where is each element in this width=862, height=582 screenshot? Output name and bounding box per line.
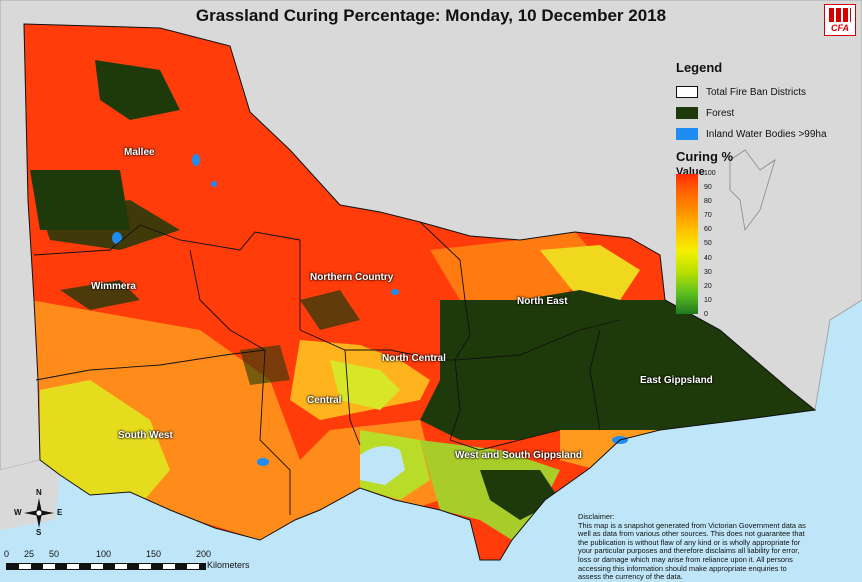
ramp-tick: 60	[704, 226, 712, 234]
legend-label-districts: Total Fire Ban Districts	[706, 86, 807, 98]
scale-label: 200	[196, 549, 212, 559]
district-label-east-gippsland: East Gippsland	[640, 375, 713, 386]
ramp-tick: 80	[704, 198, 712, 206]
disclaimer: Disclaimer: This map is a snapshot gener…	[578, 512, 810, 582]
ramp-tick: 30	[704, 268, 712, 276]
scale-label: 150	[146, 549, 162, 559]
scale-label: 25	[24, 549, 35, 559]
legend-item-water: Inland Water Bodies >99ha	[676, 125, 856, 143]
legend-label-water: Inland Water Bodies >99ha	[706, 128, 827, 140]
map-title: Grassland Curing Percentage: Monday, 10 …	[195, 6, 667, 25]
legend-item-forest: Forest	[676, 104, 856, 122]
district-label-north-east: North East	[517, 296, 568, 307]
legend-title: Legend	[676, 60, 723, 75]
legend-swatch-districts	[676, 86, 698, 98]
ramp-tick: 20	[704, 282, 712, 290]
compass-n: N	[36, 488, 42, 497]
district-label-south-west: South West	[118, 430, 173, 441]
ramp-tick: 0	[704, 310, 708, 318]
district-label-west-south-gippsland: West and South Gippsland	[455, 450, 583, 461]
neighbouring-state-border	[729, 149, 776, 231]
scale-label: 100	[96, 549, 112, 559]
legend-item-districts: Total Fire Ban Districts	[676, 83, 856, 101]
fire-ban-district-boundaries	[33, 221, 621, 515]
ramp-tick: 40	[704, 254, 712, 262]
legend-swatch-forest	[676, 107, 698, 119]
water-bodies	[112, 154, 628, 466]
scale-labels: 0 25 50 100 150 200	[4, 549, 234, 559]
cfa-logo: CFA	[824, 4, 856, 36]
district-label-central: Central	[307, 395, 342, 406]
cfa-logo-text: CFA	[831, 23, 849, 33]
ramp-tick: 100	[704, 170, 716, 177]
curing-title: Curing %	[676, 149, 734, 164]
compass-rose-icon	[24, 498, 54, 528]
cfa-flag-icon	[829, 8, 851, 22]
ramp-tick: 70	[704, 212, 712, 220]
ramp-tick: 90	[704, 184, 712, 192]
scale-label: 50	[49, 549, 60, 559]
curing-value-label: Value	[676, 166, 705, 178]
compass-w: W	[14, 508, 22, 517]
district-label-wimmera: Wimmera	[91, 281, 136, 292]
ramp-tick: 10	[704, 296, 712, 304]
district-label-northern-country: Northern Country	[310, 272, 394, 283]
curing-color-ramp	[676, 174, 698, 314]
legend-swatch-water	[676, 128, 698, 140]
disclaimer-body: This map is a snapshot generated from Vi…	[578, 520, 806, 582]
scale-bar	[6, 563, 206, 570]
victoria-outline	[23, 23, 817, 561]
disclaimer-heading: Disclaimer:	[578, 512, 615, 521]
legend-label-forest: Forest	[706, 107, 735, 119]
scale-label: 0	[4, 549, 10, 559]
district-label-north-central: North Central	[382, 353, 446, 364]
port-phillip-bay	[360, 446, 405, 485]
scale-unit: Kilometers	[207, 560, 250, 570]
legend: Legend Total Fire Ban Districts Forest I…	[676, 60, 856, 178]
curing-ramp-ticks: 100 90 80 70 60 50 40 30 20 10 0	[704, 170, 716, 318]
ramp-tick: 50	[704, 240, 712, 248]
compass-e: E	[57, 508, 63, 517]
compass: N S E W	[14, 488, 64, 538]
district-label-mallee: Mallee	[124, 147, 155, 158]
compass-s: S	[36, 528, 42, 537]
